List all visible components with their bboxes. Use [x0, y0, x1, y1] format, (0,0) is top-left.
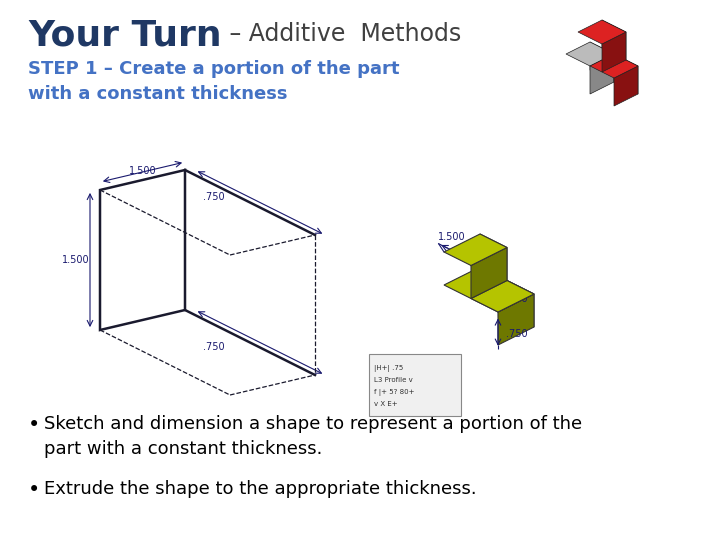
- Polygon shape: [498, 294, 534, 345]
- Text: .750: .750: [203, 192, 225, 202]
- Text: .750: .750: [506, 329, 528, 339]
- Polygon shape: [578, 20, 626, 44]
- Text: L3 Profile v: L3 Profile v: [374, 377, 413, 383]
- Polygon shape: [566, 42, 614, 66]
- Polygon shape: [444, 234, 507, 266]
- Polygon shape: [602, 32, 626, 72]
- Text: 1.500: 1.500: [129, 166, 156, 176]
- Text: Your Turn: Your Turn: [28, 18, 222, 52]
- Text: .250: .250: [506, 294, 528, 304]
- Polygon shape: [614, 54, 638, 94]
- Text: 1.500: 1.500: [62, 255, 89, 265]
- Text: |H+| .75: |H+| .75: [374, 365, 403, 372]
- Polygon shape: [590, 54, 614, 94]
- Polygon shape: [480, 234, 507, 280]
- Polygon shape: [471, 280, 534, 312]
- Text: •: •: [28, 480, 40, 500]
- Text: •: •: [28, 415, 40, 435]
- Polygon shape: [444, 267, 534, 312]
- Polygon shape: [614, 66, 638, 106]
- Text: f |+ 5? 80+: f |+ 5? 80+: [374, 389, 415, 396]
- Text: Extrude the shape to the appropriate thickness.: Extrude the shape to the appropriate thi…: [44, 480, 477, 498]
- Text: .750: .750: [203, 342, 225, 353]
- Text: v X E+: v X E+: [374, 401, 397, 407]
- Polygon shape: [590, 42, 614, 82]
- Polygon shape: [602, 20, 626, 60]
- Text: – Additive  Methods: – Additive Methods: [222, 22, 462, 46]
- Polygon shape: [590, 54, 638, 78]
- FancyBboxPatch shape: [369, 354, 461, 416]
- Text: STEP 1 – Create a portion of the part
with a constant thickness: STEP 1 – Create a portion of the part wi…: [28, 60, 400, 103]
- Text: Sketch and dimension a shape to represent a portion of the
part with a constant : Sketch and dimension a shape to represen…: [44, 415, 582, 458]
- Text: 1.500: 1.500: [438, 232, 466, 242]
- Polygon shape: [471, 247, 507, 299]
- Polygon shape: [480, 267, 534, 327]
